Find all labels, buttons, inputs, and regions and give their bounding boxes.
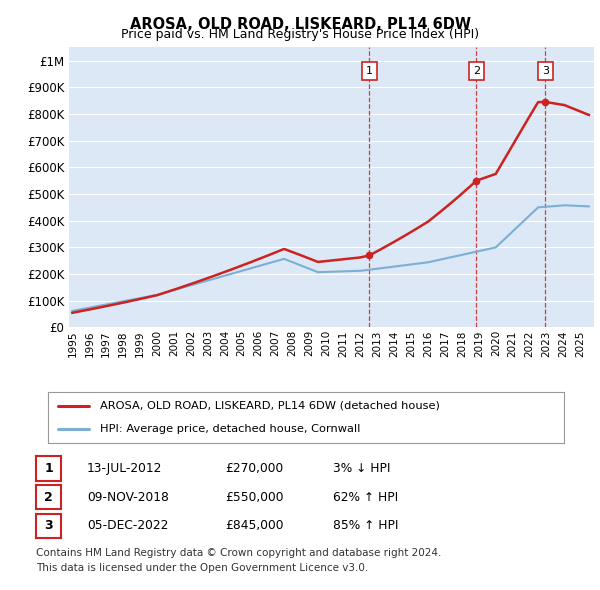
Text: 62% ↑ HPI: 62% ↑ HPI <box>333 490 398 504</box>
Text: Price paid vs. HM Land Registry's House Price Index (HPI): Price paid vs. HM Land Registry's House … <box>121 28 479 41</box>
Text: AROSA, OLD ROAD, LISKEARD, PL14 6DW (detached house): AROSA, OLD ROAD, LISKEARD, PL14 6DW (det… <box>100 401 439 411</box>
Text: 1: 1 <box>366 66 373 76</box>
Text: 05-DEC-2022: 05-DEC-2022 <box>87 519 169 533</box>
Text: 1: 1 <box>44 461 53 475</box>
Text: 13-JUL-2012: 13-JUL-2012 <box>87 461 163 475</box>
Text: HPI: Average price, detached house, Cornwall: HPI: Average price, detached house, Corn… <box>100 424 360 434</box>
Text: 3: 3 <box>44 519 53 533</box>
Text: Contains HM Land Registry data © Crown copyright and database right 2024.: Contains HM Land Registry data © Crown c… <box>36 548 442 558</box>
Text: 09-NOV-2018: 09-NOV-2018 <box>87 490 169 504</box>
Text: 2: 2 <box>44 490 53 504</box>
Text: 85% ↑ HPI: 85% ↑ HPI <box>333 519 398 533</box>
Text: 3% ↓ HPI: 3% ↓ HPI <box>333 461 391 475</box>
Text: £845,000: £845,000 <box>225 519 284 533</box>
Text: 2: 2 <box>473 66 480 76</box>
Text: £270,000: £270,000 <box>225 461 283 475</box>
Text: This data is licensed under the Open Government Licence v3.0.: This data is licensed under the Open Gov… <box>36 563 368 572</box>
Text: 3: 3 <box>542 66 549 76</box>
Text: AROSA, OLD ROAD, LISKEARD, PL14 6DW: AROSA, OLD ROAD, LISKEARD, PL14 6DW <box>130 17 470 31</box>
Text: £550,000: £550,000 <box>225 490 284 504</box>
